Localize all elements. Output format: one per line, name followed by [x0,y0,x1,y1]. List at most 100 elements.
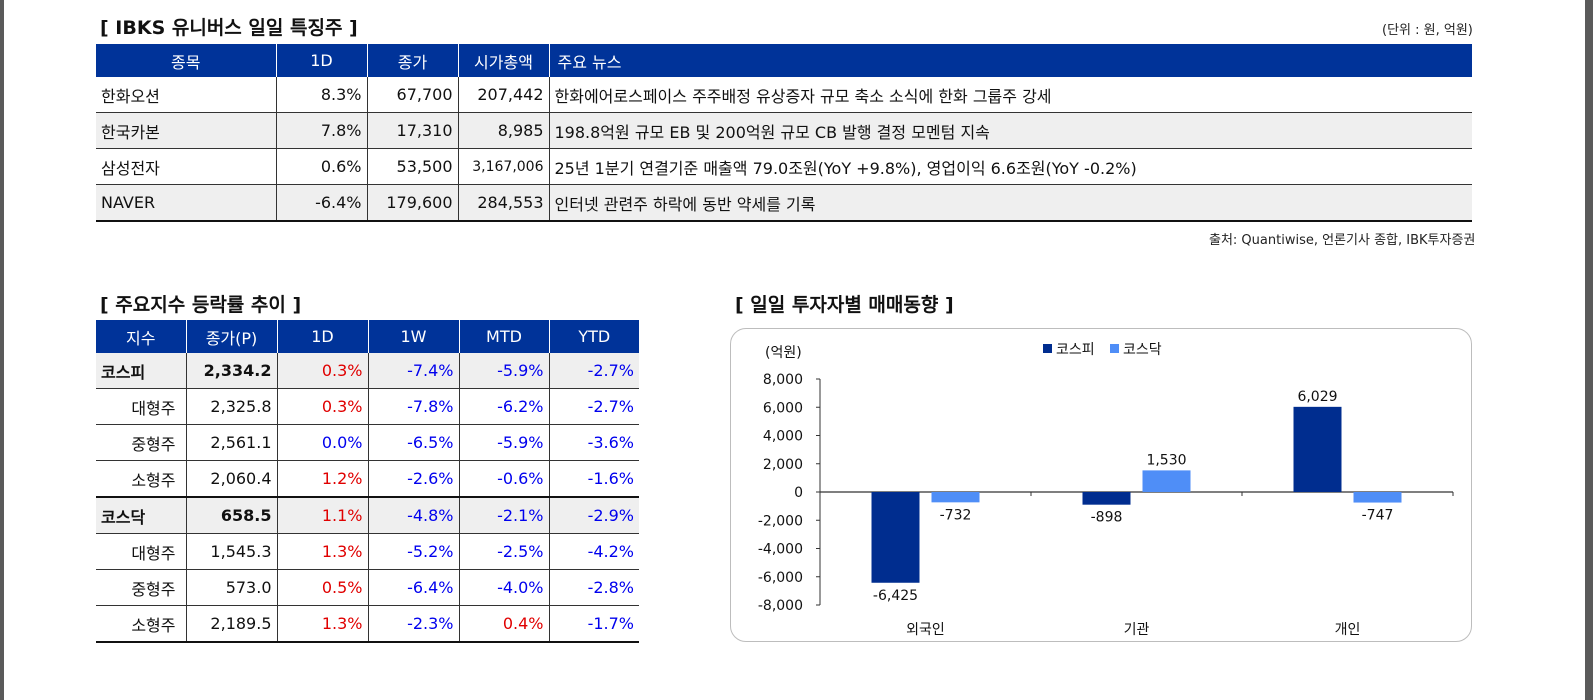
table-row: 삼성전자 0.6% 53,500 3,167,006 25년 1분기 연결기준 … [96,148,1472,185]
index-table: 지수 종가(P) 1D 1W MTD YTD 코스피 2,334.2 0.3% … [96,320,639,643]
x-tick-label: 기관 [1124,622,1150,638]
table-row: 코스피 2,334.2 0.3% -7.4% -5.9% -2.7% [96,353,639,389]
table-row: 소형주 2,189.5 1.3% -2.3% 0.4% -1.7% [96,605,639,643]
y-tick-label: -6,000 [758,570,803,586]
index-ytd: -2.9% [549,496,639,534]
legend-label: 코스피 [1056,342,1095,358]
index-close: 2,325.8 [186,388,278,425]
stock-1d: -6.4% [276,184,368,222]
index-1d: 0.3% [277,353,369,389]
table-row: 코스닥 658.5 1.1% -4.8% -2.1% -2.9% [96,496,639,534]
index-1d: 1.2% [277,460,369,498]
bar-kospi [1082,492,1131,505]
table-row: 한화오션 8.3% 67,700 207,442 한화에어로스페이스 주주배정 … [96,77,1472,113]
stock-1d: 8.3% [276,77,368,113]
stock-1d: 0.6% [276,148,368,185]
y-tick-label: 0 [794,485,803,501]
index-ytd: -3.6% [549,424,639,461]
x-tick-label: 외국인 [906,622,945,638]
col-header-index: 지수 [96,320,187,353]
window-edge-right [1585,0,1593,700]
bar-kosdaq [1142,470,1191,492]
y-axis-label: (억원) [765,345,802,361]
stock-mcap: 8,985 [458,112,550,149]
stock-name: 한국카본 [96,112,277,149]
stock-close: 67,700 [367,77,459,113]
y-tick-label: 8,000 [763,372,803,388]
data-label: 1,530 [1146,452,1186,468]
index-1d: 1.3% [277,605,369,643]
col-header-news: 주요 뉴스 [549,44,1472,77]
index-ytd: -4.2% [549,533,639,570]
index-ytd: -2.8% [549,569,639,606]
index-name: 중형주 [96,424,187,461]
source-note: 출처: Quantiwise, 언론기사 종합, IBK투자증권 [1209,233,1476,248]
stock-news: 25년 1분기 연결기준 매출액 79.0조원(YoY +9.8%), 영업이익… [549,148,1472,185]
index-ytd: -1.7% [549,605,639,643]
stock-news: 198.8억원 규모 EB 및 200억원 규모 CB 발행 결정 모멘텀 지속 [549,112,1472,149]
index-mtd: -4.0% [459,569,550,606]
index-1w: -6.5% [368,424,460,461]
index-name: 중형주 [96,569,187,606]
index-mtd: 0.4% [459,605,550,643]
col-header-stock: 종목 [96,44,277,77]
table-row: 대형주 1,545.3 1.3% -5.2% -2.5% -4.2% [96,533,639,570]
data-label: -747 [1362,508,1394,524]
table-row: 중형주 573.0 0.5% -6.4% -4.0% -2.8% [96,569,639,606]
index-close: 2,561.1 [186,424,278,461]
chart-canvas: 8,000 6,000 4,000 2,000 0 -2,000 -4,000 -6,000 -… [758,342,1454,638]
window-edge-left [0,0,4,700]
stock-mcap: 284,553 [458,184,550,222]
index-mtd: -0.6% [459,460,550,498]
index-close: 2,189.5 [186,605,278,643]
investor-trading-chart: 8,000 6,000 4,000 2,000 0 -2,000 -4,000 -6,000 -… [730,328,1472,642]
bar-kospi [871,492,920,583]
index-1w: -5.2% [368,533,460,570]
stock-name: 삼성전자 [96,148,277,185]
col-header-1w: 1W [368,320,460,353]
index-close: 2,060.4 [186,460,278,498]
legend-swatch-kosdaq [1110,344,1119,353]
stock-1d: 7.8% [276,112,368,149]
stock-news: 인터넷 관련주 하락에 동반 약세를 기록 [549,184,1472,222]
data-label: 6,029 [1297,389,1337,405]
index-mtd: -6.2% [459,388,550,425]
col-header-1d: 1D [277,320,369,353]
stock-name: 한화오션 [96,77,277,113]
index-name: 대형주 [96,533,187,570]
index-mtd: -2.5% [459,533,550,570]
trading-section-title: [ 일일 투자자별 매매동향 ] [735,294,954,316]
index-mtd: -5.9% [459,424,550,461]
stock-table: 종목 1D 종가 시가총액 주요 뉴스 한화오션 8.3% 67,700 207… [96,44,1472,222]
index-1w: -7.8% [368,388,460,425]
stock-section-title: [ IBKS 유니버스 일일 특징주 ] [100,17,358,39]
table-row: 중형주 2,561.1 0.0% -6.5% -5.9% -3.6% [96,424,639,461]
col-header-1d: 1D [276,44,368,77]
col-header-close: 종가 [367,44,459,77]
index-name: 소형주 [96,605,187,643]
index-1w: -2.3% [368,605,460,643]
index-table-header: 지수 종가(P) 1D 1W MTD YTD [96,320,639,353]
index-close: 2,334.2 [186,353,278,389]
index-name: 대형주 [96,388,187,425]
index-ytd: -2.7% [549,388,639,425]
stock-mcap: 207,442 [458,77,550,113]
table-row: 대형주 2,325.8 0.3% -7.8% -6.2% -2.7% [96,388,639,425]
col-header-mcap: 시가총액 [458,44,550,77]
y-tick-label: -4,000 [758,542,803,558]
y-tick-label: -2,000 [758,513,803,529]
index-1d: 1.3% [277,533,369,570]
index-name: 코스피 [96,353,187,389]
stock-close: 17,310 [367,112,459,149]
table-row: NAVER -6.4% 179,600 284,553 인터넷 관련주 하락에 … [96,184,1472,222]
legend-label: 코스닥 [1123,342,1162,358]
bar-kosdaq [1353,492,1402,503]
stock-mcap: 3,167,006 [458,148,550,185]
index-name: 소형주 [96,460,187,498]
legend-swatch-kospi [1043,344,1052,353]
stock-news: 한화에어로스페이스 주주배정 유상증자 규모 축소 소식에 한화 그룹주 강세 [549,77,1472,113]
index-1d: 0.5% [277,569,369,606]
y-tick-label: 4,000 [763,429,803,445]
data-label: -732 [940,507,972,523]
index-name: 코스닥 [96,496,187,534]
